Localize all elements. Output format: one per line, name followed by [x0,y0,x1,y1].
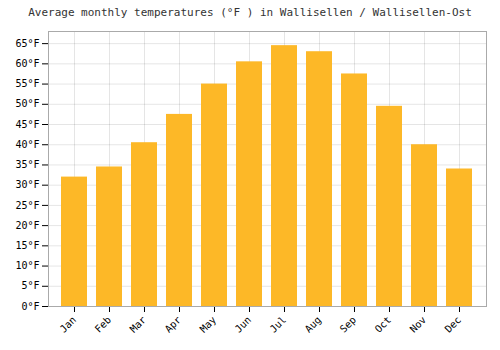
svg-text:Apr: Apr [163,314,184,335]
svg-text:Nov: Nov [408,314,429,335]
svg-text:50°F: 50°F [15,98,39,109]
svg-text:Dec: Dec [443,314,464,335]
html-text:Average monthly temperatures (: Average monthly temperatures (°F ) in Wa… [28,6,472,19]
svg-text:Jul: Jul [268,314,289,335]
svg-text:Mar: Mar [128,314,149,335]
svg-text:Jan: Jan [58,314,79,335]
svg-text:40°F: 40°F [15,139,39,150]
svg-text:Oct: Oct [373,314,394,335]
svg-text:15°F: 15°F [15,240,39,251]
svg-text:65°F: 65°F [15,38,39,49]
svg-text:0°F: 0°F [21,301,39,312]
svg-text:Sep: Sep [338,314,359,335]
svg-text:Feb: Feb [93,314,114,335]
svg-text:55°F: 55°F [15,78,39,89]
svg-text:Jun: Jun [233,314,254,335]
svg-text:5°F: 5°F [21,280,39,291]
svg-text:35°F: 35°F [15,159,39,170]
svg-text:Aug: Aug [303,314,324,335]
svg-text:20°F: 20°F [15,220,39,231]
svg-text:May: May [198,314,219,335]
svg-text:25°F: 25°F [15,200,39,211]
svg-text:60°F: 60°F [15,58,39,69]
svg-text:45°F: 45°F [15,119,39,130]
svg-text:30°F: 30°F [15,179,39,190]
svg-text:10°F: 10°F [15,260,39,271]
